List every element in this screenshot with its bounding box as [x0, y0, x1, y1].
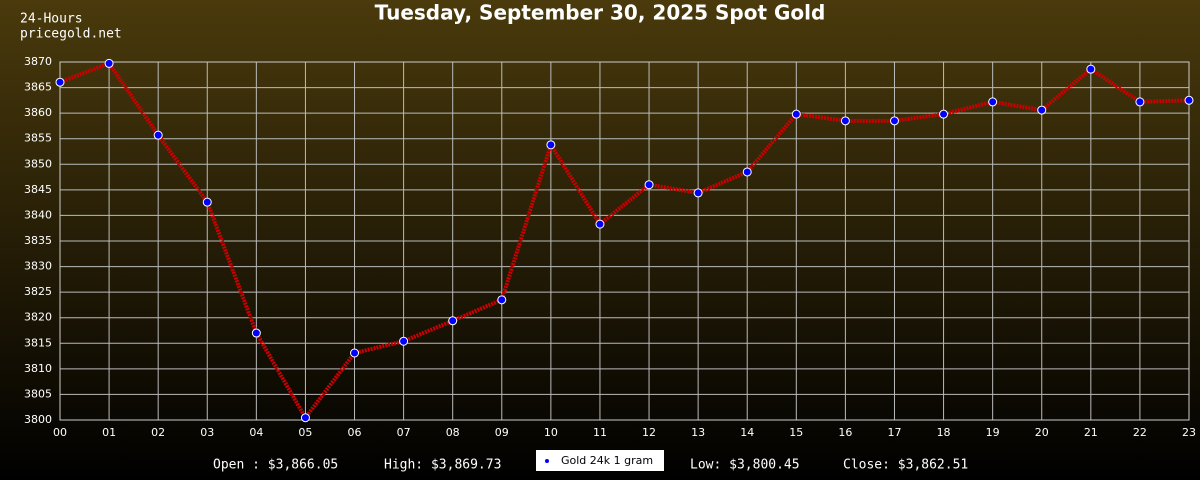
stat-text: High: $3,869.73: [384, 458, 501, 473]
x-tick-label: 09: [495, 426, 509, 439]
y-tick-label: 3800: [24, 413, 52, 426]
y-tick-label: 3835: [24, 234, 52, 247]
price-line: [59, 60, 1190, 422]
plot-border: [59, 61, 1190, 421]
data-point: [350, 348, 360, 358]
site-label: pricegold.net: [20, 27, 122, 42]
data-point: [546, 140, 556, 150]
data-point: [399, 336, 409, 346]
stat-text: Close: $3,862.51: [843, 458, 968, 473]
data-point: [1135, 97, 1145, 107]
legend-marker: [545, 459, 549, 463]
x-tick-label: 18: [937, 426, 951, 439]
data-point: [742, 167, 752, 177]
x-tick-label: 01: [102, 426, 116, 439]
y-tick-label: 3825: [24, 285, 52, 298]
y-tick-label: 3810: [24, 362, 52, 375]
y-tick-label: 3820: [24, 311, 52, 324]
y-tick-label: 3870: [24, 55, 52, 68]
data-point: [693, 188, 703, 198]
x-tick-label: 16: [838, 426, 852, 439]
data-point: [988, 97, 998, 107]
data-point: [497, 295, 507, 305]
x-tick-label: 11: [593, 426, 607, 439]
data-point: [1184, 95, 1194, 105]
data-point: [1086, 64, 1096, 74]
data-point: [840, 116, 850, 126]
data-point: [55, 77, 65, 87]
y-tick-label: 3860: [24, 106, 52, 119]
legend-label: Gold 24k 1 gram: [561, 454, 653, 467]
x-tick-label: 15: [789, 426, 803, 439]
x-tick-label: 06: [348, 426, 362, 439]
data-point: [104, 58, 114, 68]
chart-title: Tuesday, September 30, 2025 Spot Gold: [375, 1, 826, 25]
x-tick-label: 10: [544, 426, 558, 439]
x-tick-label: 02: [151, 426, 165, 439]
x-tick-label: 08: [446, 426, 460, 439]
x-tick-label: 12: [642, 426, 656, 439]
x-tick-label: 03: [200, 426, 214, 439]
period-label: 24-Hours: [20, 12, 83, 27]
data-point: [251, 328, 261, 338]
stat-text: Open : $3,866.05: [213, 458, 338, 473]
y-tick-label: 3805: [24, 387, 52, 400]
x-tick-label: 00: [53, 426, 67, 439]
y-tick-label: 3830: [24, 260, 52, 273]
stat-text: Low: $3,800.45: [690, 458, 800, 473]
x-tick-label: 14: [740, 426, 754, 439]
x-tick-label: 17: [887, 426, 901, 439]
data-point: [644, 180, 654, 190]
x-tick-label: 20: [1035, 426, 1049, 439]
x-tick-label: 13: [691, 426, 705, 439]
y-tick-label: 3850: [24, 157, 52, 170]
data-point: [889, 116, 899, 126]
x-tick-label: 07: [397, 426, 411, 439]
x-tick-label: 19: [986, 426, 1000, 439]
data-point: [153, 130, 163, 140]
data-point: [595, 219, 605, 229]
data-point: [202, 197, 212, 207]
x-tick-label: 04: [249, 426, 263, 439]
x-tick-label: 21: [1084, 426, 1098, 439]
x-tick-label: 22: [1133, 426, 1147, 439]
y-tick-label: 3855: [24, 132, 52, 145]
legend-box: [536, 450, 664, 471]
x-tick-label: 05: [298, 426, 312, 439]
y-tick-label: 3865: [24, 81, 52, 94]
data-point: [300, 413, 310, 423]
y-tick-label: 3815: [24, 336, 52, 349]
y-tick-label: 3845: [24, 183, 52, 196]
x-tick-label: 23: [1182, 426, 1196, 439]
data-point: [791, 109, 801, 119]
data-point: [448, 316, 458, 326]
data-point: [1037, 105, 1047, 115]
y-tick-label: 3840: [24, 208, 52, 221]
data-point: [939, 109, 949, 119]
